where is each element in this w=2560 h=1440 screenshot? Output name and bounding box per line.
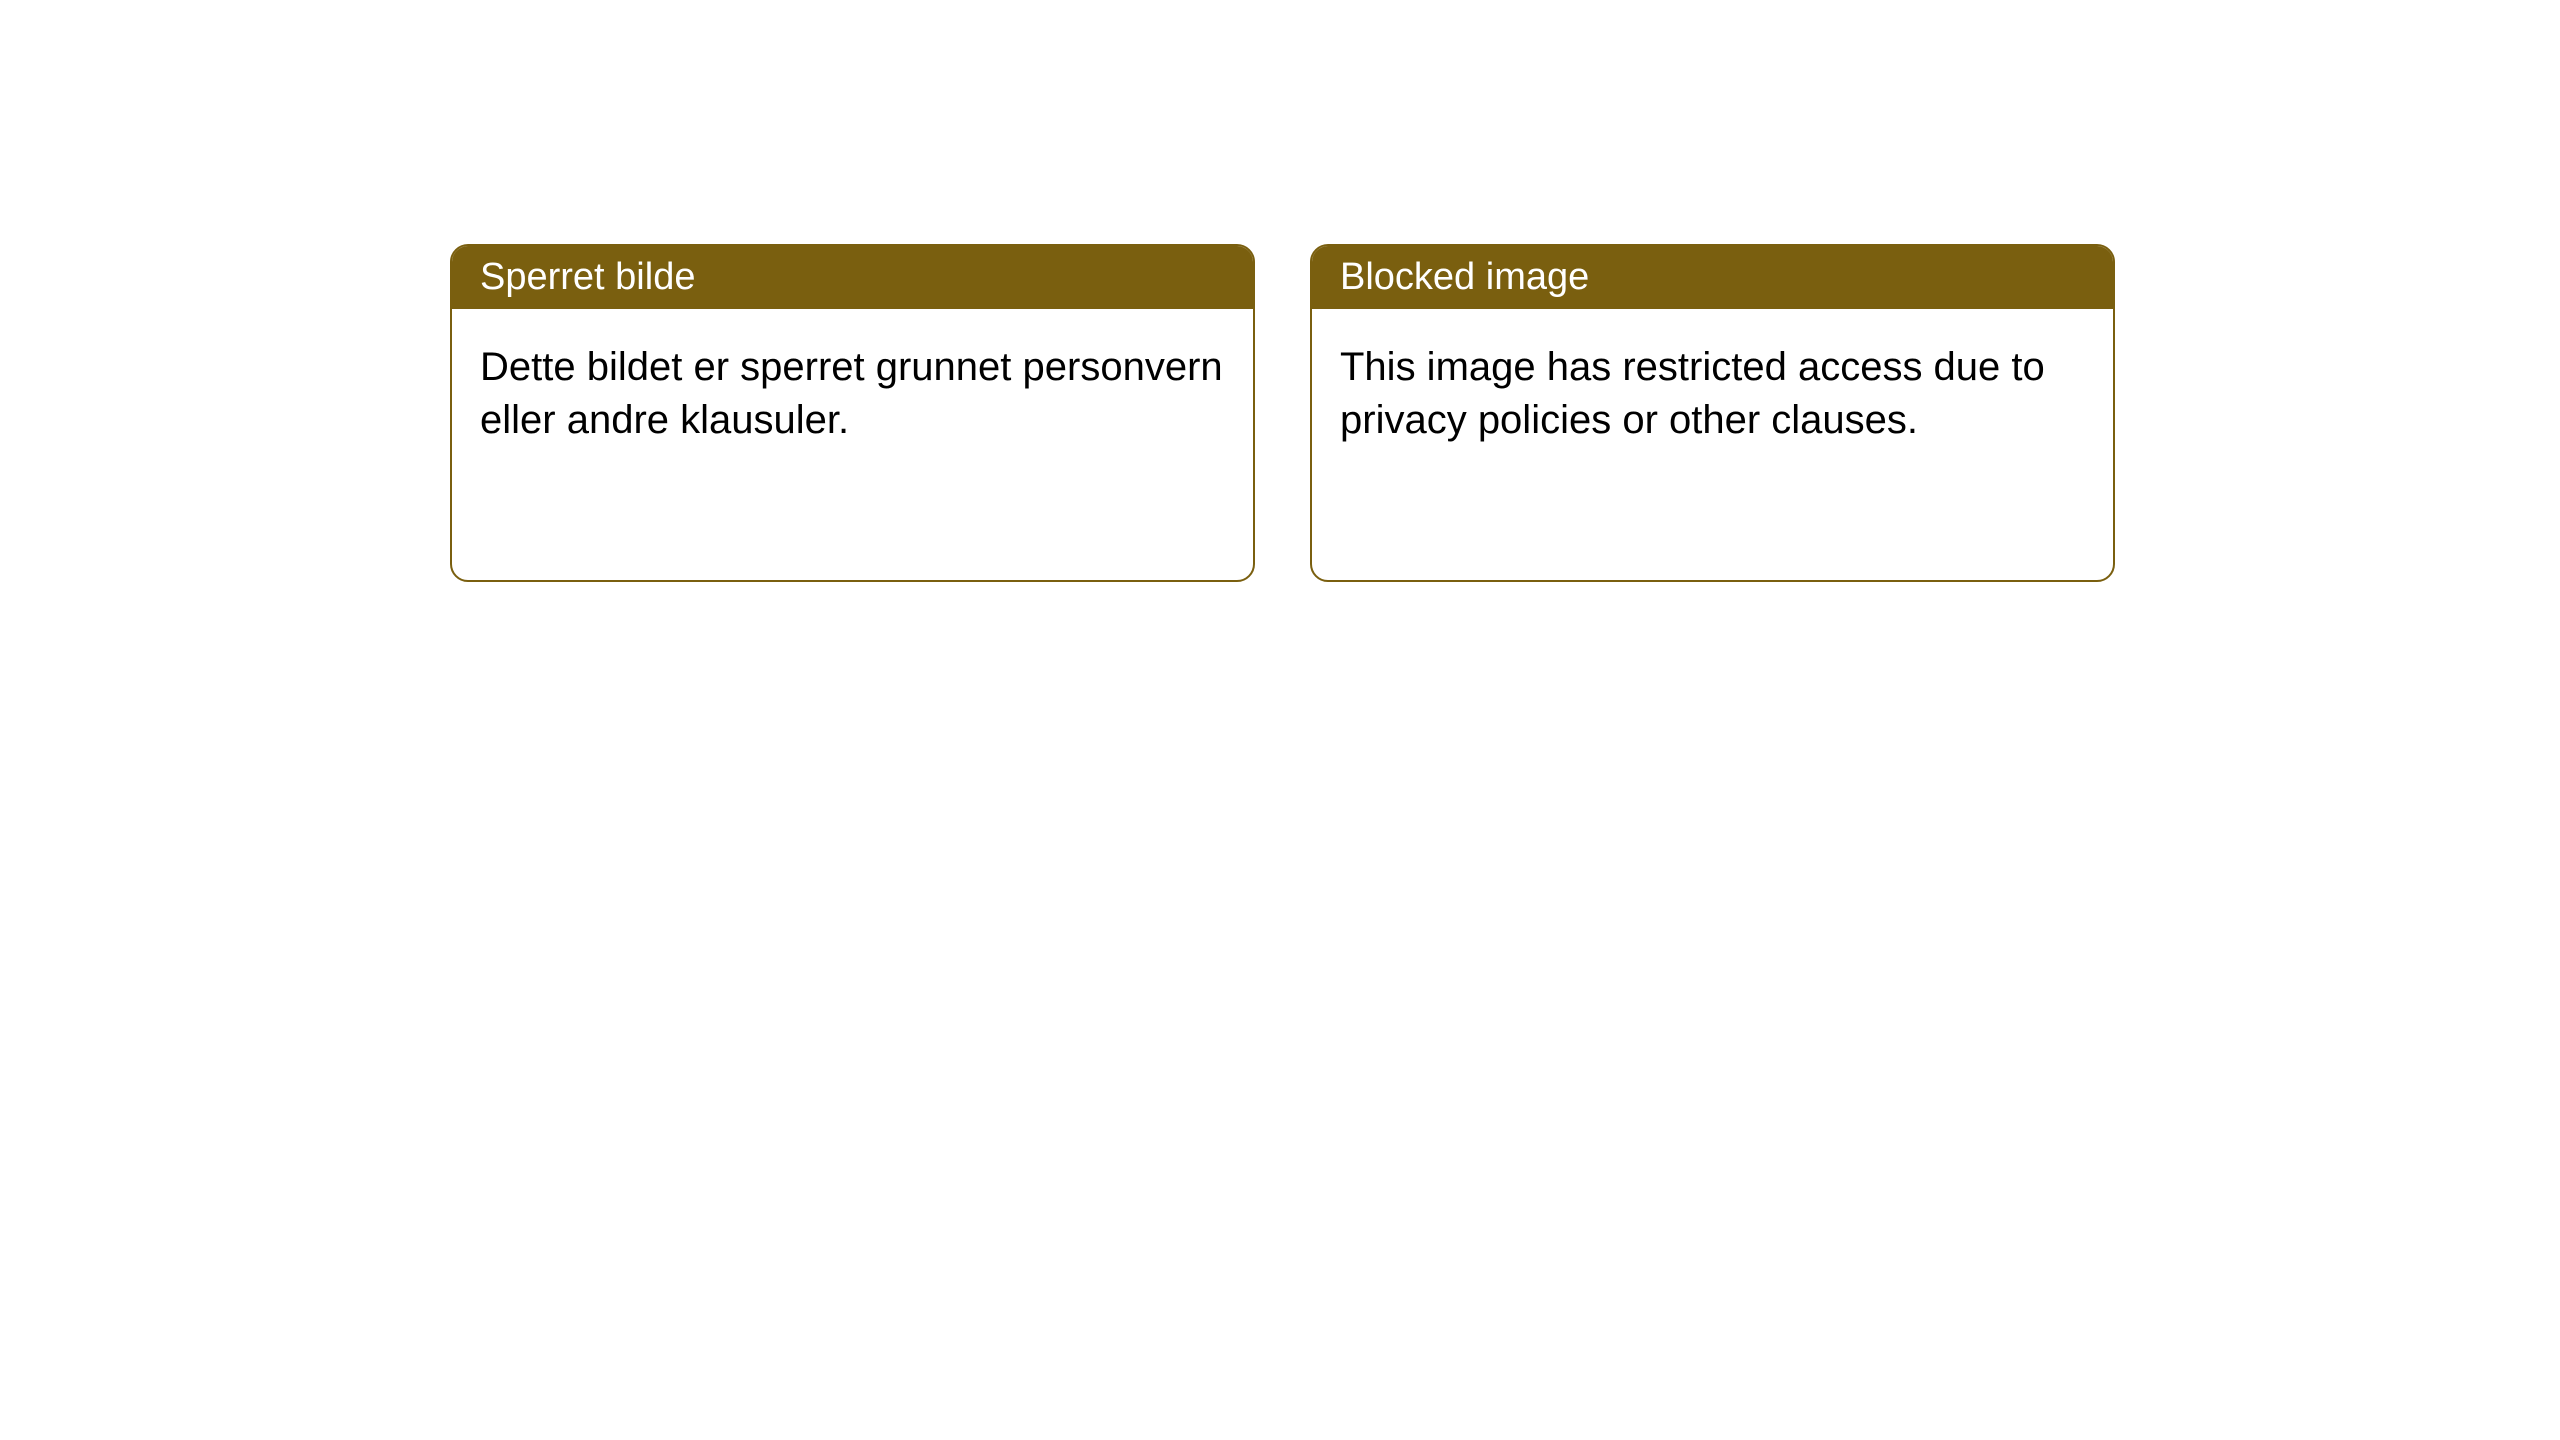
notice-title: Sperret bilde [480,256,695,298]
notice-header: Blocked image [1312,246,2113,309]
notice-body: Dette bildet er sperret grunnet personve… [452,309,1253,479]
notice-body-text: Dette bildet er sperret grunnet personve… [480,345,1223,442]
notice-box-english: Blocked image This image has restricted … [1310,244,2115,582]
notice-body-text: This image has restricted access due to … [1340,345,2045,442]
notice-container: Sperret bilde Dette bildet er sperret gr… [0,0,2560,582]
notice-header: Sperret bilde [452,246,1253,309]
notice-body: This image has restricted access due to … [1312,309,2113,479]
notice-title: Blocked image [1340,256,1589,298]
notice-box-norwegian: Sperret bilde Dette bildet er sperret gr… [450,244,1255,582]
